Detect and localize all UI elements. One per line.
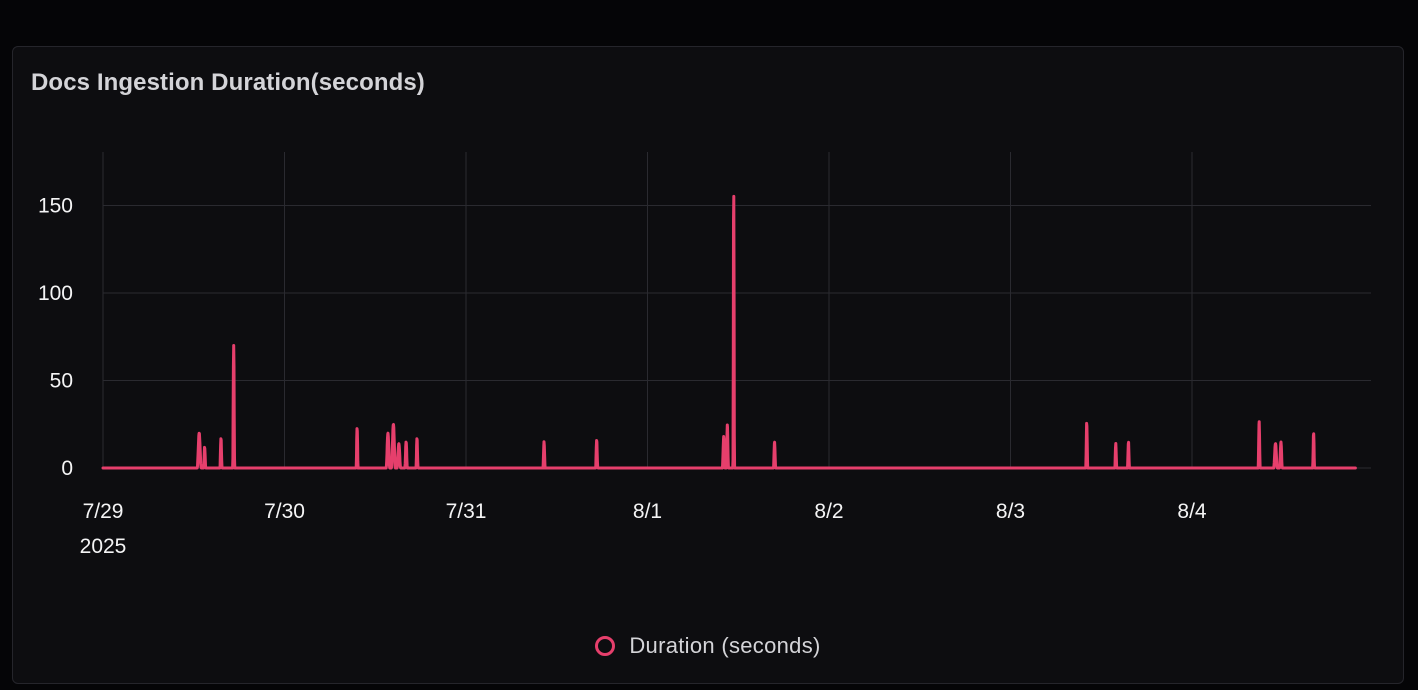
y-tick-label: 50	[50, 370, 73, 393]
x-tick-year-label: 2025	[80, 535, 127, 558]
chart-legend[interactable]: Duration (seconds)	[13, 633, 1403, 659]
x-tick-label: 7/31	[446, 500, 487, 523]
data-point[interactable]	[397, 442, 401, 446]
data-point[interactable]	[722, 435, 726, 439]
data-point[interactable]	[595, 438, 599, 442]
legend-label: Duration (seconds)	[629, 633, 821, 658]
x-tick-label: 8/4	[1177, 500, 1207, 523]
line-chart[interactable]: 0 50 100 150 7/29 2025 7/30 7/31 8/1 8/2 8/3 8/4	[13, 47, 1405, 627]
data-point[interactable]	[386, 431, 390, 435]
data-point[interactable]	[415, 436, 419, 440]
data-point[interactable]	[197, 431, 201, 435]
data-point[interactable]	[732, 186, 736, 190]
chart-panel: Docs Ingestion Duration(seconds) 0 50 100 1…	[12, 46, 1404, 684]
data-point[interactable]	[725, 422, 729, 426]
data-point[interactable]	[1114, 442, 1118, 446]
data-point[interactable]	[1257, 419, 1261, 423]
y-tick-label: 100	[38, 282, 73, 305]
panel-title: Docs Ingestion Duration(seconds)	[31, 69, 425, 96]
data-point[interactable]	[404, 440, 408, 444]
x-tick-label: 7/30	[264, 500, 305, 523]
y-axis: 0 50 100 150	[38, 195, 73, 481]
data-point[interactable]	[542, 440, 546, 444]
y-tick-label: 0	[61, 457, 73, 480]
data-point[interactable]	[1273, 442, 1277, 446]
data-point[interactable]	[1312, 431, 1316, 435]
data-point[interactable]	[1126, 440, 1130, 444]
x-tick-label: 7/29	[83, 500, 124, 523]
data-point[interactable]	[391, 422, 395, 426]
data-point[interactable]	[232, 344, 236, 348]
data-point[interactable]	[1085, 421, 1089, 425]
x-tick-label: 8/1	[633, 500, 662, 523]
data-point[interactable]	[219, 436, 223, 440]
data-point[interactable]	[203, 445, 207, 449]
y-tick-label: 150	[38, 195, 73, 218]
chart-series	[101, 186, 1357, 470]
data-point[interactable]	[773, 440, 777, 444]
legend-circle-icon	[595, 636, 616, 656]
data-point[interactable]	[355, 426, 359, 430]
x-axis: 7/29 2025 7/30 7/31 8/1 8/2 8/3 8/4	[80, 500, 1207, 558]
x-tick-label: 8/2	[814, 500, 843, 523]
series-line[interactable]	[101, 194, 1357, 470]
data-point[interactable]	[1279, 440, 1283, 444]
chart-grid	[102, 152, 1371, 469]
x-tick-label: 8/3	[996, 500, 1025, 523]
